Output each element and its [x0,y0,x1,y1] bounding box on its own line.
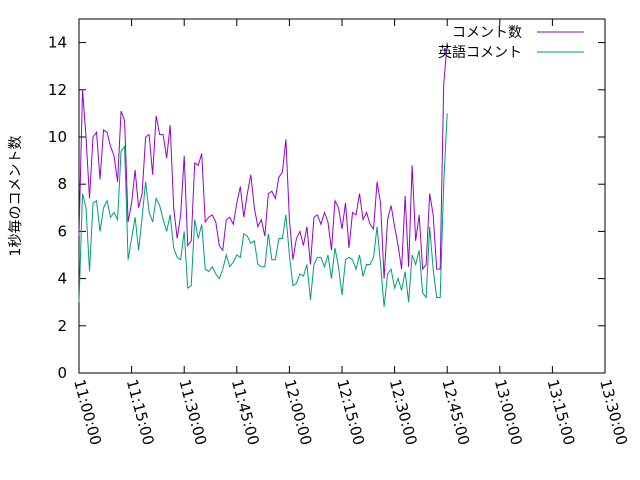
x-tick-label: 11:45:00 [228,377,263,447]
x-tick-label: 12:45:00 [438,377,473,447]
x-tick-label: 13:00:00 [491,377,526,447]
y-tick-label: 6 [57,222,67,240]
y-axis-ticks: 0 2 4 6 8 10 12 14 [48,34,605,382]
x-tick-label: 12:30:00 [386,377,421,447]
x-tick-label: 12:15:00 [333,377,368,447]
plot-border [78,18,606,374]
x-tick-label: 11:15:00 [123,377,158,447]
y-tick-label: 4 [57,270,67,288]
x-tick-label: 11:00:00 [70,377,105,447]
x-tick-label: 11:30:00 [175,377,210,447]
y-tick-label: 8 [57,175,67,193]
plot-frame [78,18,606,374]
series-line-2 [78,113,448,307]
y-tick-label: 10 [48,128,67,146]
series-lines [78,42,448,307]
y-tick-label: 2 [57,317,67,335]
x-tick-label: 13:15:00 [544,377,579,447]
y-tick-label: 14 [48,34,67,52]
x-tick-label: 13:30:00 [596,377,631,447]
legend-label: 英語コメント [438,44,522,61]
x-tick-label: 12:00:00 [281,377,316,447]
legend-label: コメント数 [452,25,522,41]
series-line-1 [78,42,448,279]
y-tick-label: 12 [48,81,67,99]
y-axis-title: 1秒毎のコメント数 [8,136,24,257]
y-tick-label: 0 [57,364,67,382]
